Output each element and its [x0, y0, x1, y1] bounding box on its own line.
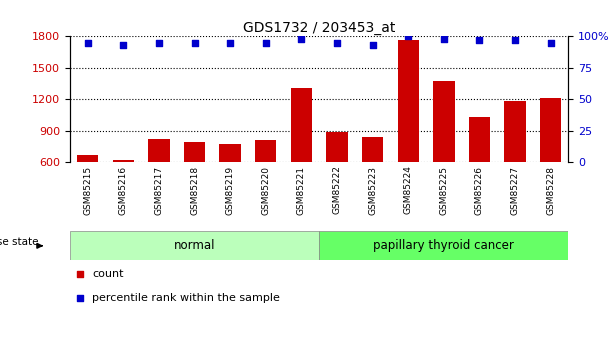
Text: GSM85227: GSM85227 [511, 166, 520, 215]
Text: GSM85222: GSM85222 [333, 166, 342, 215]
Bar [184, 142, 206, 225]
Text: GSM85220: GSM85220 [261, 166, 271, 215]
Bar [291, 88, 312, 225]
Point [190, 40, 199, 45]
Text: GSM85218: GSM85218 [190, 166, 199, 215]
Text: GSM85219: GSM85219 [226, 166, 235, 215]
Bar [540, 98, 561, 225]
Bar [433, 81, 455, 225]
Point [475, 37, 485, 43]
Text: GSM85223: GSM85223 [368, 166, 377, 215]
Title: GDS1732 / 203453_at: GDS1732 / 203453_at [243, 21, 395, 35]
Bar [398, 40, 419, 225]
Bar [77, 155, 98, 225]
Bar [362, 137, 383, 225]
Point [546, 40, 556, 45]
Point [154, 40, 164, 45]
Text: GSM85217: GSM85217 [154, 166, 164, 215]
Text: GSM85225: GSM85225 [440, 166, 448, 215]
Bar [70, 231, 319, 260]
Text: GSM85216: GSM85216 [119, 166, 128, 215]
Text: percentile rank within the sample: percentile rank within the sample [92, 293, 280, 303]
Point [439, 36, 449, 41]
Bar [319, 231, 568, 260]
Bar [255, 140, 277, 225]
Bar [148, 139, 170, 225]
Text: GSM85221: GSM85221 [297, 166, 306, 215]
Text: GSM85215: GSM85215 [83, 166, 92, 215]
Bar [219, 144, 241, 225]
Point [510, 37, 520, 43]
Point [368, 42, 378, 48]
Point [403, 33, 413, 39]
Bar [112, 159, 134, 225]
Text: disease state: disease state [0, 237, 38, 247]
Text: count: count [92, 269, 124, 279]
Text: GSM85228: GSM85228 [546, 166, 555, 215]
Text: GSM85224: GSM85224 [404, 166, 413, 215]
Bar [505, 101, 526, 225]
Point [261, 40, 271, 45]
Text: papillary thyroid cancer: papillary thyroid cancer [373, 239, 514, 252]
Point [119, 42, 128, 48]
Text: normal: normal [174, 239, 215, 252]
Point [83, 40, 92, 45]
Bar [326, 132, 348, 225]
Point [332, 40, 342, 45]
Point [297, 36, 306, 41]
Bar [469, 117, 490, 225]
Text: GSM85226: GSM85226 [475, 166, 484, 215]
Point [405, 185, 415, 191]
Point [226, 40, 235, 45]
